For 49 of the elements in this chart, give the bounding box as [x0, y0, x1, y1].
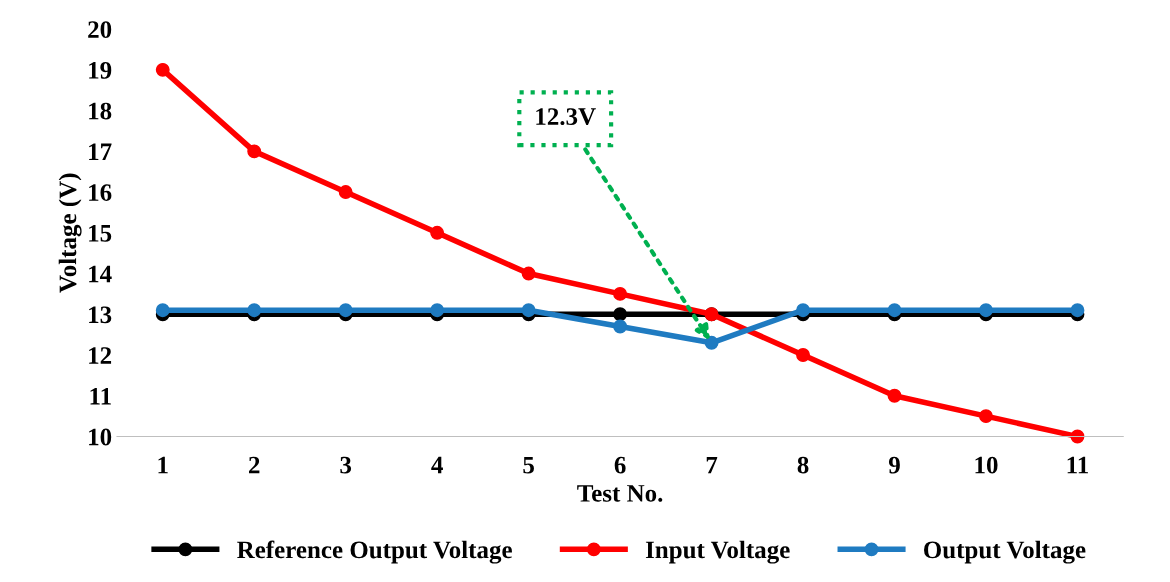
point [979, 409, 993, 424]
legend-label: Output Voltage [924, 540, 1086, 564]
x-tick-label: 3 [340, 456, 352, 474]
point [521, 266, 536, 281]
y-tick-label: 10 [89, 428, 112, 446]
point [155, 303, 170, 318]
y-tick-label: 11 [90, 387, 111, 405]
point [613, 319, 628, 334]
point [704, 335, 719, 350]
y-tick-label: 18 [89, 102, 112, 120]
y-axis-title: Voltage (V) [58, 173, 82, 293]
x-tick-label: 11 [1067, 456, 1088, 474]
legend-label: Reference Output Voltage [237, 540, 512, 564]
x-tick-label: 5 [523, 456, 534, 474]
point [155, 62, 170, 77]
y-tick-label: 13 [89, 306, 112, 324]
point [613, 307, 628, 322]
x-tick-label: 6 [614, 456, 626, 474]
point [1070, 303, 1085, 318]
y-tick-label: 17 [89, 143, 112, 160]
point [979, 303, 993, 318]
y-tick-label: 19 [89, 61, 112, 79]
y-tick-label: 16 [89, 184, 112, 201]
point [796, 303, 810, 318]
y-tick-label: 20 [88, 21, 112, 39]
y-tick-label: 14 [89, 265, 112, 283]
point [887, 303, 902, 318]
point [521, 303, 536, 318]
x-tick-label: 8 [797, 456, 809, 474]
point [247, 303, 262, 318]
annotation: 12.3V [536, 108, 596, 126]
point [796, 348, 810, 362]
y-tick-label: 15 [89, 224, 112, 242]
point [338, 303, 353, 318]
x-tick-label: 10 [975, 456, 998, 474]
point [338, 185, 353, 200]
point [247, 144, 262, 159]
x-axis-title: Test No. [577, 485, 663, 502]
point [430, 225, 445, 240]
point [430, 303, 445, 318]
x-tick-label: 7 [706, 456, 718, 474]
x-tick-label: 4 [431, 456, 443, 474]
x-tick-label: 1 [158, 456, 168, 474]
y-tick-label: 12 [89, 347, 112, 364]
x-tick-label: 2 [249, 456, 260, 474]
point [613, 286, 628, 301]
legend-label: Input Voltage [645, 540, 790, 564]
x-tick-label: 9 [888, 456, 900, 474]
point [887, 388, 902, 403]
